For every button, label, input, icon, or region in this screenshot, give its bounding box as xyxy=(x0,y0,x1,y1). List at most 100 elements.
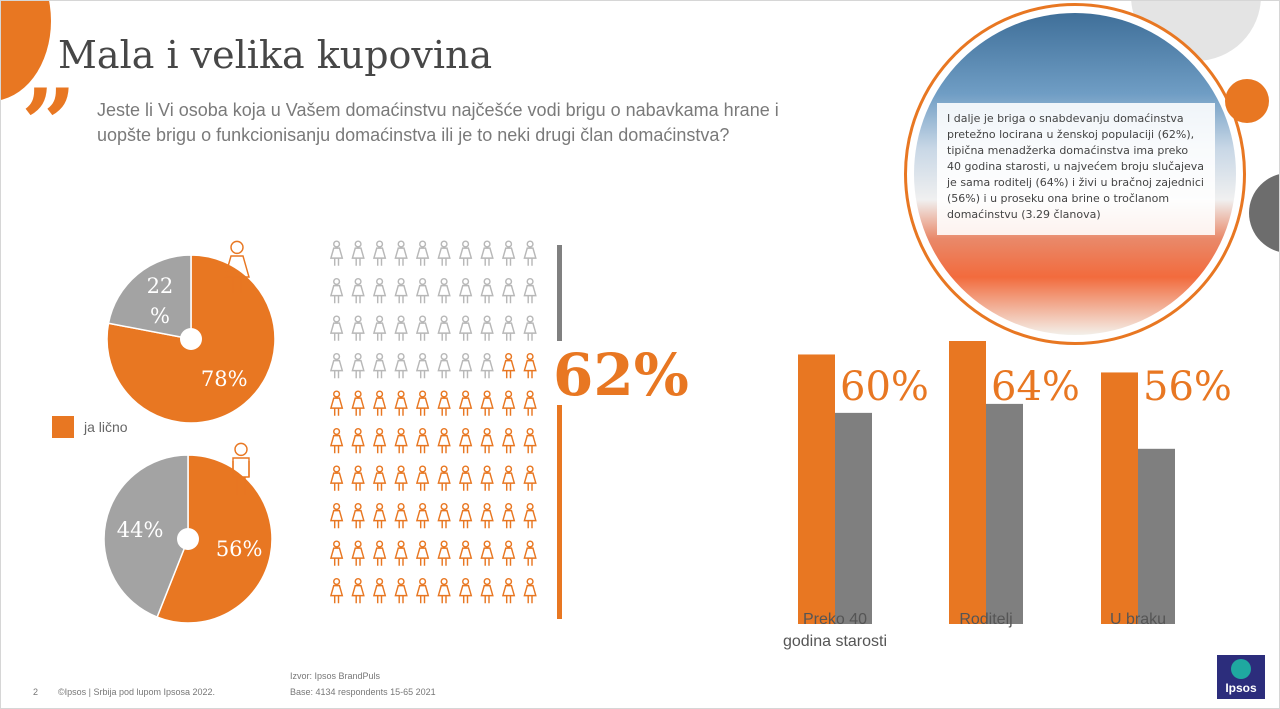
pictogram-person xyxy=(351,352,365,379)
pictogram-person-highlighted xyxy=(372,427,387,454)
pictogram-person-highlighted xyxy=(415,427,430,454)
pictogram-person xyxy=(458,315,473,341)
pictogram-person-highlighted xyxy=(329,577,344,604)
pictogram-person-highlighted xyxy=(501,502,516,529)
bar-2-series-2 xyxy=(986,403,1023,624)
pictogram-person-highlighted xyxy=(501,390,516,416)
pictogram-person xyxy=(415,277,430,304)
copyright: ©Ipsos | Srbija pod lupom Ipsosa 2022. xyxy=(58,687,216,697)
legend-swatch xyxy=(52,416,74,438)
pictogram-person xyxy=(523,277,537,304)
pictogram-person-highlighted xyxy=(523,352,537,379)
pictogram-person-highlighted xyxy=(351,502,365,529)
pictogram-person xyxy=(480,315,494,341)
pictogram-person-highlighted xyxy=(351,465,365,491)
pictogram-person-highlighted xyxy=(372,540,387,566)
pictogram-person-highlighted xyxy=(458,577,473,604)
pictogram-person-highlighted xyxy=(394,502,408,529)
pie-label-line: 44% xyxy=(116,517,164,542)
pictogram-person xyxy=(415,352,430,379)
category-label-line: U braku xyxy=(1109,611,1167,628)
pictogram-person xyxy=(351,277,365,304)
bar-2-value-label: 64% xyxy=(991,364,1080,410)
pie-1-slice-1-label: 78% xyxy=(192,364,256,394)
pictogram-person-highlighted xyxy=(394,427,408,454)
summary-note: I dalje je briga o snabdevanju domaćinst… xyxy=(937,103,1215,235)
pie-2-center xyxy=(177,528,199,550)
pictogram-person-highlighted xyxy=(523,427,537,454)
bar-chart xyxy=(798,341,1175,624)
pictogram-person-highlighted xyxy=(458,427,473,454)
category-label-line: godina starosti xyxy=(782,633,888,650)
page-number: 2 xyxy=(33,687,39,697)
pictogram-person xyxy=(394,352,408,379)
pictogram-person xyxy=(415,315,430,341)
pictogram-divider-orange xyxy=(557,405,562,619)
bar-3-category-label: U braku xyxy=(1068,609,1208,631)
decorative-circle-grey-right xyxy=(1249,173,1279,253)
logo-text: Ipsos xyxy=(1225,681,1257,695)
pictogram-person-highlighted xyxy=(480,540,494,566)
pictogram-person-highlighted xyxy=(351,390,365,416)
quote-icon: ” xyxy=(21,68,77,181)
source-note: Izvor: Ipsos BrandPuls xyxy=(290,671,381,681)
base-note: Base: 4134 respondents 15-65 2021 xyxy=(290,687,436,697)
pictogram-person xyxy=(437,352,451,379)
pictogram-person-highlighted xyxy=(480,577,494,604)
pie-2-slice-1-label: 56% xyxy=(207,534,271,564)
decorative-circle-orange-small xyxy=(1225,79,1269,123)
pictogram-person xyxy=(394,240,408,266)
pictogram-person-highlighted xyxy=(523,540,537,566)
legend-label: ja lično xyxy=(84,419,128,435)
pictogram-person-highlighted xyxy=(372,465,387,491)
pie-charts xyxy=(103,240,276,624)
pictogram-person-highlighted xyxy=(480,427,494,454)
bar-1-value-label: 60% xyxy=(840,364,929,410)
pictogram-person-highlighted xyxy=(351,427,365,454)
pictogram-person-highlighted xyxy=(501,465,516,491)
page-title: Mala i velika kupovina xyxy=(58,33,493,77)
pictogram-person-highlighted xyxy=(437,577,451,604)
pie-1-slice-2-label: 22% xyxy=(128,271,192,331)
bar-1-series-1 xyxy=(798,354,835,624)
pictogram-person-highlighted xyxy=(394,390,408,416)
pictogram-person xyxy=(329,352,344,379)
pictogram-person xyxy=(351,315,365,341)
pictogram-person xyxy=(480,352,494,379)
pictogram-person xyxy=(372,352,387,379)
legend: ja lično xyxy=(52,416,128,438)
pictogram-person xyxy=(480,277,494,304)
pictogram-person xyxy=(480,240,494,266)
pictogram-person-highlighted xyxy=(351,540,365,566)
pictogram-grid xyxy=(329,240,562,619)
pictogram-person-highlighted xyxy=(329,465,344,491)
pictogram-person xyxy=(437,315,451,341)
category-label-line: Preko 40 xyxy=(802,611,868,628)
pictogram-person xyxy=(458,240,473,266)
pictogram-person xyxy=(458,277,473,304)
pie-label-line: 78% xyxy=(200,367,248,392)
bar-2-category-label: Roditelj xyxy=(916,609,1056,631)
male-person-icon xyxy=(232,442,250,495)
pictogram-person xyxy=(523,315,537,341)
pictogram-person-highlighted xyxy=(501,427,516,454)
female-person-icon xyxy=(224,240,250,293)
pictogram-person-highlighted xyxy=(329,390,344,416)
pictogram-person xyxy=(501,240,516,266)
bar-1-category-label: Preko 40 godina starosti xyxy=(765,609,905,653)
pictogram-percent: 62% xyxy=(553,341,689,409)
pictogram-person-highlighted xyxy=(458,465,473,491)
pie-1-slice-2 xyxy=(107,254,192,340)
ipsos-logo: Ipsos xyxy=(1217,655,1265,699)
pictogram-person-highlighted xyxy=(372,390,387,416)
pictogram-person-highlighted xyxy=(523,465,537,491)
pictogram-person xyxy=(372,277,387,304)
pictogram-person-highlighted xyxy=(501,540,516,566)
pictogram-person-highlighted xyxy=(437,390,451,416)
pictogram-person-highlighted xyxy=(394,465,408,491)
bar-3-value-label: 56% xyxy=(1143,364,1232,410)
pictogram-person-highlighted xyxy=(415,577,430,604)
bar-3-series-2 xyxy=(1138,448,1175,624)
pictogram-person-highlighted xyxy=(372,577,387,604)
